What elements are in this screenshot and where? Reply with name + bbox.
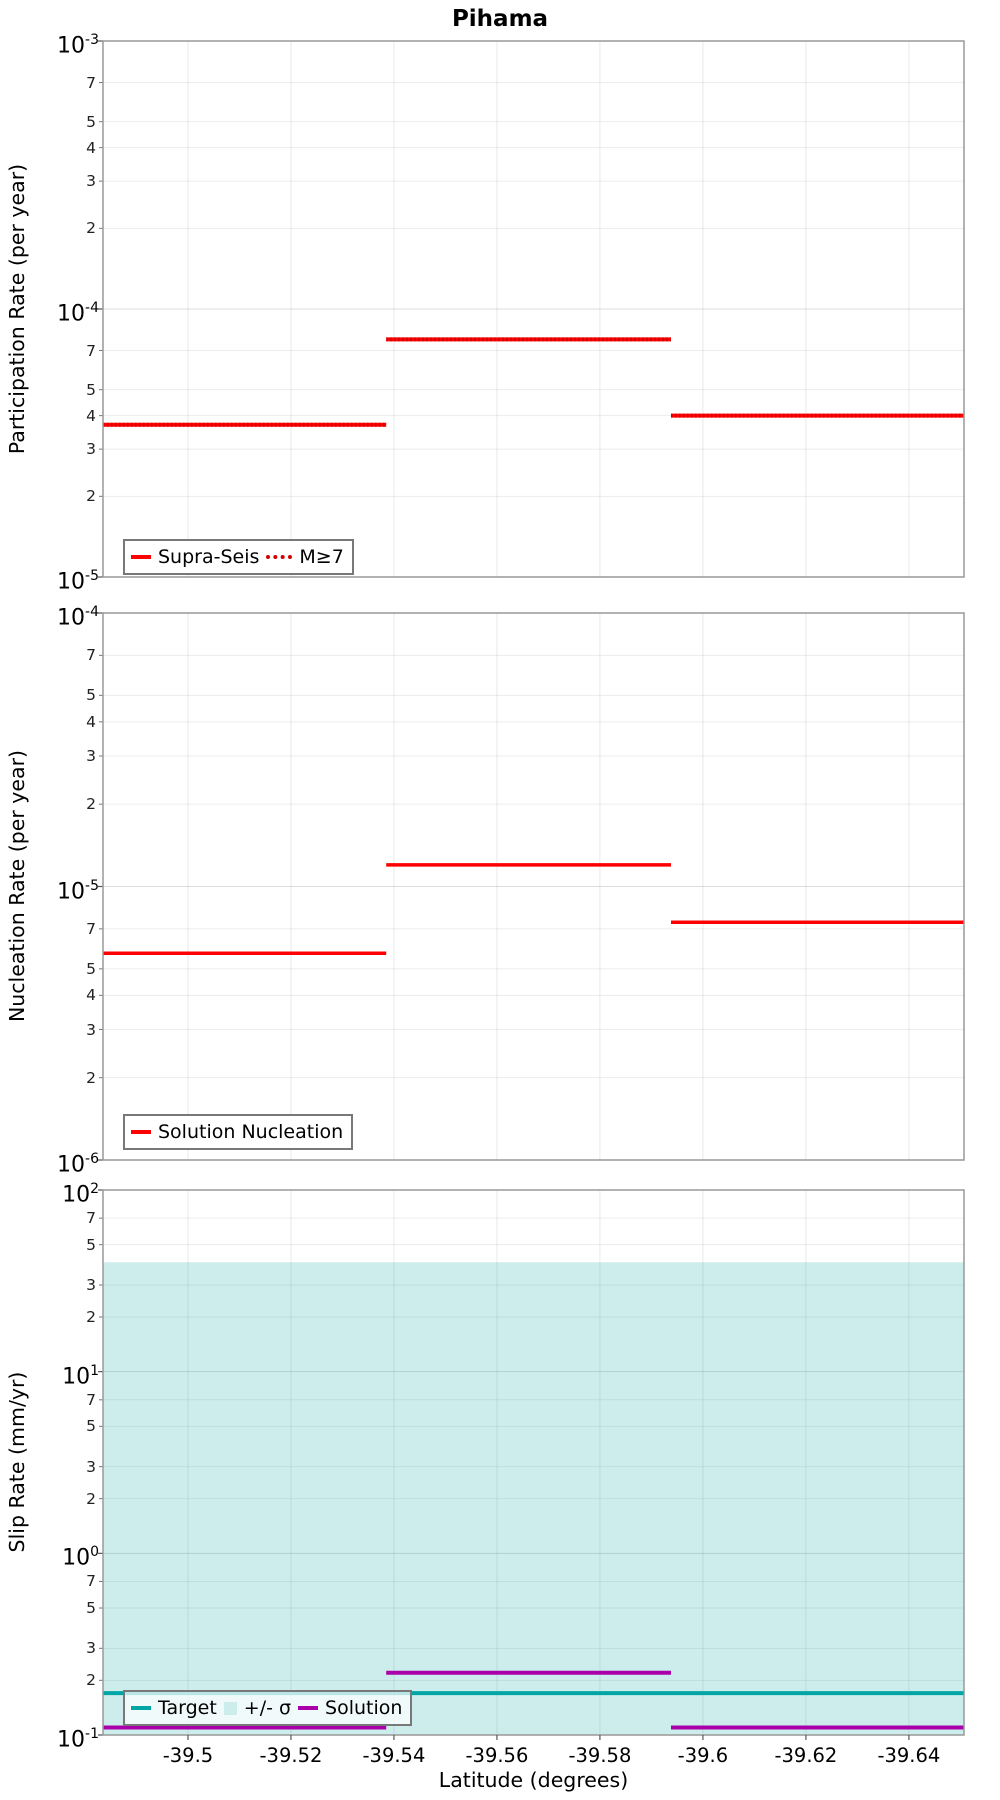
legend-slip: Target +/- σ Solution xyxy=(123,1690,413,1726)
nucleation-rate-solution-nucleation-line xyxy=(103,863,964,956)
target-line-swatch xyxy=(131,1706,151,1710)
sigma-band-swatch xyxy=(223,1701,237,1715)
panel-nucleation-rate xyxy=(98,612,965,1161)
legend-label-solution-nucleation: Solution Nucleation xyxy=(158,1121,344,1143)
sigma-band xyxy=(103,1262,964,1735)
solution-nucleation-line-swatch xyxy=(131,1130,151,1134)
legend-label-solution: Solution xyxy=(325,1697,403,1719)
slip-rate-solution-line xyxy=(103,1670,964,1730)
legend-label-target: Target xyxy=(158,1697,217,1719)
m-ge-7-dotted-swatch xyxy=(266,555,293,559)
supra-seis-line-swatch xyxy=(131,555,151,559)
legend-label-supra-seis: Supra-Seis xyxy=(158,546,260,568)
legend-nucleation: Solution Nucleation xyxy=(123,1114,354,1150)
participation-rate-m-ge-7-line xyxy=(103,337,964,427)
panel-participation-rate xyxy=(98,40,965,578)
panel-slip-rate xyxy=(98,1189,965,1736)
legend-label-m-ge-7: M≥7 xyxy=(299,546,344,568)
legend-label-sigma: +/- σ xyxy=(243,1697,292,1719)
solution-line-swatch xyxy=(298,1706,319,1710)
legend-participation: Supra-Seis M≥7 xyxy=(123,539,354,575)
chart-title: Pihama xyxy=(451,6,549,32)
